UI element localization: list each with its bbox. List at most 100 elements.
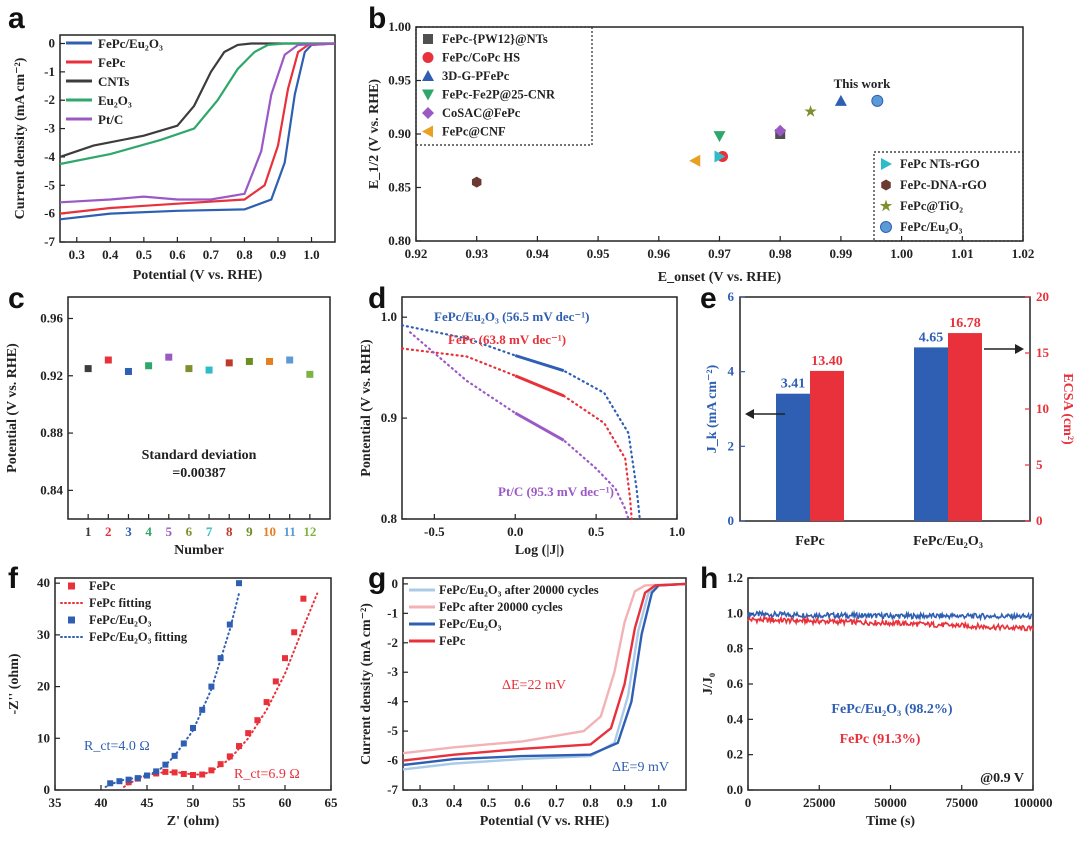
panel-g-xlabel: Potential (V vs. RHE) <box>480 814 610 829</box>
panel-f-xtick-label: 35 <box>49 795 63 810</box>
panel-a-legend-label: Pt/C <box>98 112 123 127</box>
panel-f-point <box>245 730 252 737</box>
panel-label-d: d <box>368 282 386 315</box>
panel-label-f: f <box>8 562 19 595</box>
panel-f-point <box>217 761 224 768</box>
panel-h-ytick-label: 0.8 <box>727 641 744 656</box>
panel-f-annotation: R_ct=4.0 Ω <box>84 739 150 754</box>
panel-a-xlabel: Potential (V vs. RHE) <box>133 268 263 283</box>
panel-g-ytick-label: -7 <box>387 782 398 797</box>
panel-b-legend-marker <box>879 199 893 212</box>
panel-f-ytick-label: 10 <box>37 730 50 745</box>
panel-c-point <box>266 357 274 365</box>
panel-c-xtick-label: 10 <box>263 524 276 539</box>
panel-h-xtick-label: 0 <box>745 795 752 810</box>
panel-d-xtick-label: 0.0 <box>507 524 523 539</box>
panel-h-xtick-label: 100000 <box>1014 795 1053 810</box>
panel-f-ylabel: -Z'' (ohm) <box>7 653 22 714</box>
panel-b-ytick-label: 1.00 <box>388 19 411 34</box>
panel-f-point <box>282 655 288 662</box>
panel-g-ytick-label: -4 <box>387 694 398 709</box>
panel-b-legend-marker <box>422 52 434 63</box>
panel-f-point <box>144 772 150 779</box>
panel-e-bar-ecsa <box>948 333 982 521</box>
panel-d-frame <box>401 296 678 520</box>
panel-f-point <box>263 699 270 706</box>
panel-b-legend-label: FePc-{PW12}@NTs <box>442 32 548 46</box>
panel-b-legend-box-right <box>873 151 1024 242</box>
panel-c-annotation: Standard deviation <box>142 448 257 463</box>
panel-b-point <box>804 105 817 117</box>
panel-h-series-line <box>747 615 1034 632</box>
panel-a-series-line <box>59 42 336 221</box>
panel-f-point <box>217 655 224 662</box>
panel-c-ytick-label: 0.92 <box>40 368 63 383</box>
panel-b-legend-box-left <box>415 26 593 146</box>
panel-h-series-label: FePc/Eu₂O₃ (98.2%) <box>831 702 952 717</box>
panel-b-legend-marker <box>422 125 433 138</box>
panel-f-point <box>291 629 298 636</box>
panel-g-ytick-label: 0 <box>392 576 399 591</box>
panel-g-xtick-label: 1.0 <box>651 795 667 810</box>
panel-c-point <box>225 359 233 367</box>
panel-b-point <box>774 124 787 137</box>
panel-f-point <box>226 621 233 628</box>
panel-h-xtick-label: 25000 <box>803 795 836 810</box>
panel-c-point <box>84 365 92 373</box>
panel-a-legend-label: FePc/Eu₂O₃ <box>98 36 163 51</box>
panel-h-ytick-label: 1.2 <box>727 570 743 585</box>
panel-a-ytick-label: -1 <box>44 64 55 79</box>
panel-a-legend-label: Eu₂O₃ <box>98 93 132 108</box>
panel-a-ytick-label: -5 <box>44 177 55 192</box>
panel-f-annotation: R_ct=6.9 Ω <box>234 767 300 782</box>
panel-e-ytick-label-left: 0 <box>728 513 735 528</box>
panel-a-ytick-label: -2 <box>44 92 55 107</box>
panel-a-xtick-label: 0.9 <box>270 247 287 262</box>
panel-g-annotation: ΔE=9 mV <box>612 760 669 775</box>
panel-g-annotation: ΔE=22 mV <box>502 678 566 693</box>
panel-b-xtick-label: 1.01 <box>951 246 974 261</box>
panel-a-xtick-label: 0.3 <box>69 247 86 262</box>
panel-c-point <box>306 370 314 378</box>
panel-g-legend-label: FePc <box>439 634 466 648</box>
panel-f-point <box>208 683 215 690</box>
panel-e-ytick-label-right: 20 <box>1036 289 1049 304</box>
panel-g-ytick-label: -3 <box>387 664 398 679</box>
panel-b-point <box>834 94 847 106</box>
panel-b-point <box>714 150 726 163</box>
panel-b-point <box>713 131 726 143</box>
panel-h-ytick-label: 0.0 <box>727 782 743 797</box>
panel-b-xtick-label: 0.96 <box>647 246 670 261</box>
panel-c-xtick-label: 5 <box>166 524 173 539</box>
panel-f-point <box>300 595 307 602</box>
panel-b-ytick-label: 0.95 <box>388 73 411 88</box>
panel-d-ylabel: Pontential (V vs. RHE) <box>359 339 374 477</box>
panel-c-xtick-label: 9 <box>246 524 253 539</box>
panel-f-legend-marker <box>68 616 75 624</box>
panel-c-xtick-label: 7 <box>206 524 213 539</box>
panel-e-ylabel-right: ECSA (cm²) <box>1060 373 1075 445</box>
panel-a-xtick-label: 0.6 <box>169 247 186 262</box>
panel-a-xtick-label: 1.0 <box>303 247 319 262</box>
panel-g-xtick-label: 0.7 <box>548 795 565 810</box>
panel-g-xtick-label: 0.6 <box>514 795 531 810</box>
panel-b-ylabel: E_1/2 (V vs. RHE) <box>367 79 382 190</box>
panel-h-series-label: FePc (91.3%) <box>840 732 921 747</box>
panel-a-ylabel: Current density (mA cm⁻²) <box>13 57 28 219</box>
panel-d-series-label: FePc/Eu₂O₃ (56.5 mV dec⁻¹) <box>434 309 590 324</box>
panel-e-bar-ecsa <box>810 370 844 521</box>
panel-g-xtick-label: 0.5 <box>480 795 497 810</box>
panel-a-ytick-label: -3 <box>44 121 55 136</box>
panel-b-ytick-label: 0.90 <box>388 126 411 141</box>
panel-f-xtick-label: 55 <box>233 795 247 810</box>
panel-c-point <box>205 366 213 374</box>
panel-c-point <box>165 353 173 361</box>
panel-f-legend-label: FePc <box>89 579 116 593</box>
panel-f-ytick-label: 20 <box>37 679 50 694</box>
panel-c-point <box>145 362 153 370</box>
panel-g-xtick-label: 0.3 <box>412 795 429 810</box>
panel-c-point <box>245 357 253 365</box>
panel-f-legend-label: FePc fitting <box>89 596 152 610</box>
panel-f-point <box>236 580 242 587</box>
panel-d-series-fit <box>514 411 565 442</box>
